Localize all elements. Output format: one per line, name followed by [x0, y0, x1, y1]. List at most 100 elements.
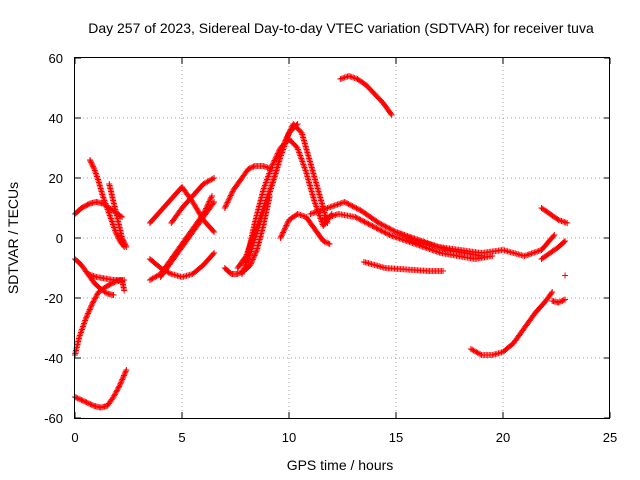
- series-arc-1: [72, 367, 130, 411]
- data-point-interp: [85, 309, 92, 316]
- data-point-interp: [111, 392, 118, 399]
- series-arc-25: [538, 205, 571, 226]
- data-point-interp: [342, 199, 349, 206]
- data-point-interp: [122, 368, 129, 375]
- data-point: [89, 301, 96, 307]
- data-point-interp: [115, 384, 122, 391]
- data-point-interp: [246, 165, 253, 172]
- data-point-interp: [554, 216, 561, 223]
- data-point-interp: [391, 228, 398, 235]
- data-point-interp: [89, 162, 96, 169]
- data-point-interp: [283, 222, 290, 229]
- data-point-interp: [118, 379, 125, 386]
- data-point-interp: [383, 230, 390, 237]
- series-arc-5: [86, 157, 128, 250]
- data-point-interp: [111, 391, 118, 398]
- series-arc-24: [467, 289, 556, 358]
- data-point-interp: [121, 372, 128, 379]
- data-point-interp: [282, 223, 289, 230]
- data-point-interp: [251, 252, 258, 259]
- data-point-interp: [112, 390, 119, 396]
- data-point: [211, 199, 218, 205]
- data-point-interp: [284, 221, 291, 228]
- data-point-interp: [387, 226, 394, 233]
- data-point-interp: [87, 158, 94, 165]
- data-point-interp: [85, 310, 92, 317]
- data-point-interp: [378, 227, 385, 234]
- data-point-interp: [395, 230, 402, 237]
- data-point-interp: [88, 159, 95, 166]
- data-point-interp: [247, 164, 254, 171]
- data-point: [123, 367, 130, 373]
- data-point-interp: [346, 201, 353, 208]
- series-arc-22: [360, 259, 447, 274]
- grid-lines: [75, 58, 610, 418]
- data-point-interp: [94, 291, 101, 298]
- data-point-interp: [250, 255, 257, 262]
- data-point-interp: [382, 223, 389, 230]
- data-point-interp: [286, 129, 293, 136]
- data-point: [562, 272, 569, 279]
- data-point-interp: [322, 239, 329, 246]
- y-tick-label: 40: [49, 111, 63, 126]
- data-point: [440, 268, 447, 274]
- data-point: [208, 193, 215, 199]
- data-point-interp: [356, 206, 363, 213]
- data-point-interp: [119, 236, 126, 243]
- data-point-interp: [325, 240, 332, 247]
- data-point-interp: [324, 239, 331, 246]
- data-point-interp: [376, 226, 383, 233]
- data-point-interp: [404, 233, 411, 240]
- data-point-interp: [378, 221, 385, 228]
- data-point-interp: [276, 147, 283, 154]
- data-point-interp: [114, 386, 121, 392]
- x-tick-label: 15: [389, 430, 403, 445]
- data-point-interp: [400, 232, 407, 238]
- x-tick-label: 25: [603, 430, 617, 445]
- data-point-interp: [222, 203, 229, 210]
- data-point-interp: [121, 371, 128, 378]
- x-tick-label: 10: [282, 430, 296, 445]
- data-point: [84, 400, 91, 406]
- data-point-interp: [166, 270, 173, 277]
- data-point-interp: [377, 220, 384, 227]
- data-point-interp: [402, 233, 409, 240]
- data-point-interp: [270, 160, 277, 167]
- data-point-interp: [119, 376, 126, 383]
- data-point-interp: [240, 266, 247, 273]
- y-axis-label: SDTVAR / TECUs: [5, 182, 21, 294]
- data-point-interp: [353, 214, 360, 221]
- data-point-interp: [558, 298, 565, 305]
- data-point-interp: [113, 388, 120, 395]
- data-point-interp: [86, 307, 93, 314]
- data-point-interp: [345, 201, 352, 208]
- x-tick-label: 5: [178, 430, 185, 445]
- data-point-interp: [210, 227, 217, 234]
- data-point-interp: [248, 259, 255, 266]
- data-point-interp: [210, 200, 217, 207]
- x-axis-label: GPS time / hours: [287, 457, 394, 473]
- data-point-interp: [92, 294, 99, 301]
- data-point-interp: [87, 303, 94, 310]
- data-point-interp: [91, 295, 98, 302]
- data-point-interp: [374, 225, 381, 232]
- data-point-interp: [477, 351, 484, 358]
- data-point-interp: [286, 127, 293, 134]
- data-point: [78, 397, 85, 403]
- data-point-interp: [398, 231, 405, 238]
- data-point-interp: [405, 234, 412, 241]
- data-point: [341, 199, 348, 205]
- data-point-interp: [253, 248, 260, 255]
- series-arc-26: [538, 238, 569, 262]
- series-arc-12: [168, 175, 218, 226]
- data-point-interp: [274, 151, 281, 158]
- data-point-interp: [223, 200, 230, 207]
- data-point-interp: [226, 195, 233, 202]
- data-point-interp: [352, 204, 359, 211]
- data-point: [245, 166, 252, 172]
- data-point: [326, 241, 333, 247]
- data-point-interp: [321, 238, 328, 245]
- series-arc-10: [157, 199, 218, 280]
- data-point-interp: [119, 375, 126, 382]
- data-point-interp: [225, 196, 232, 203]
